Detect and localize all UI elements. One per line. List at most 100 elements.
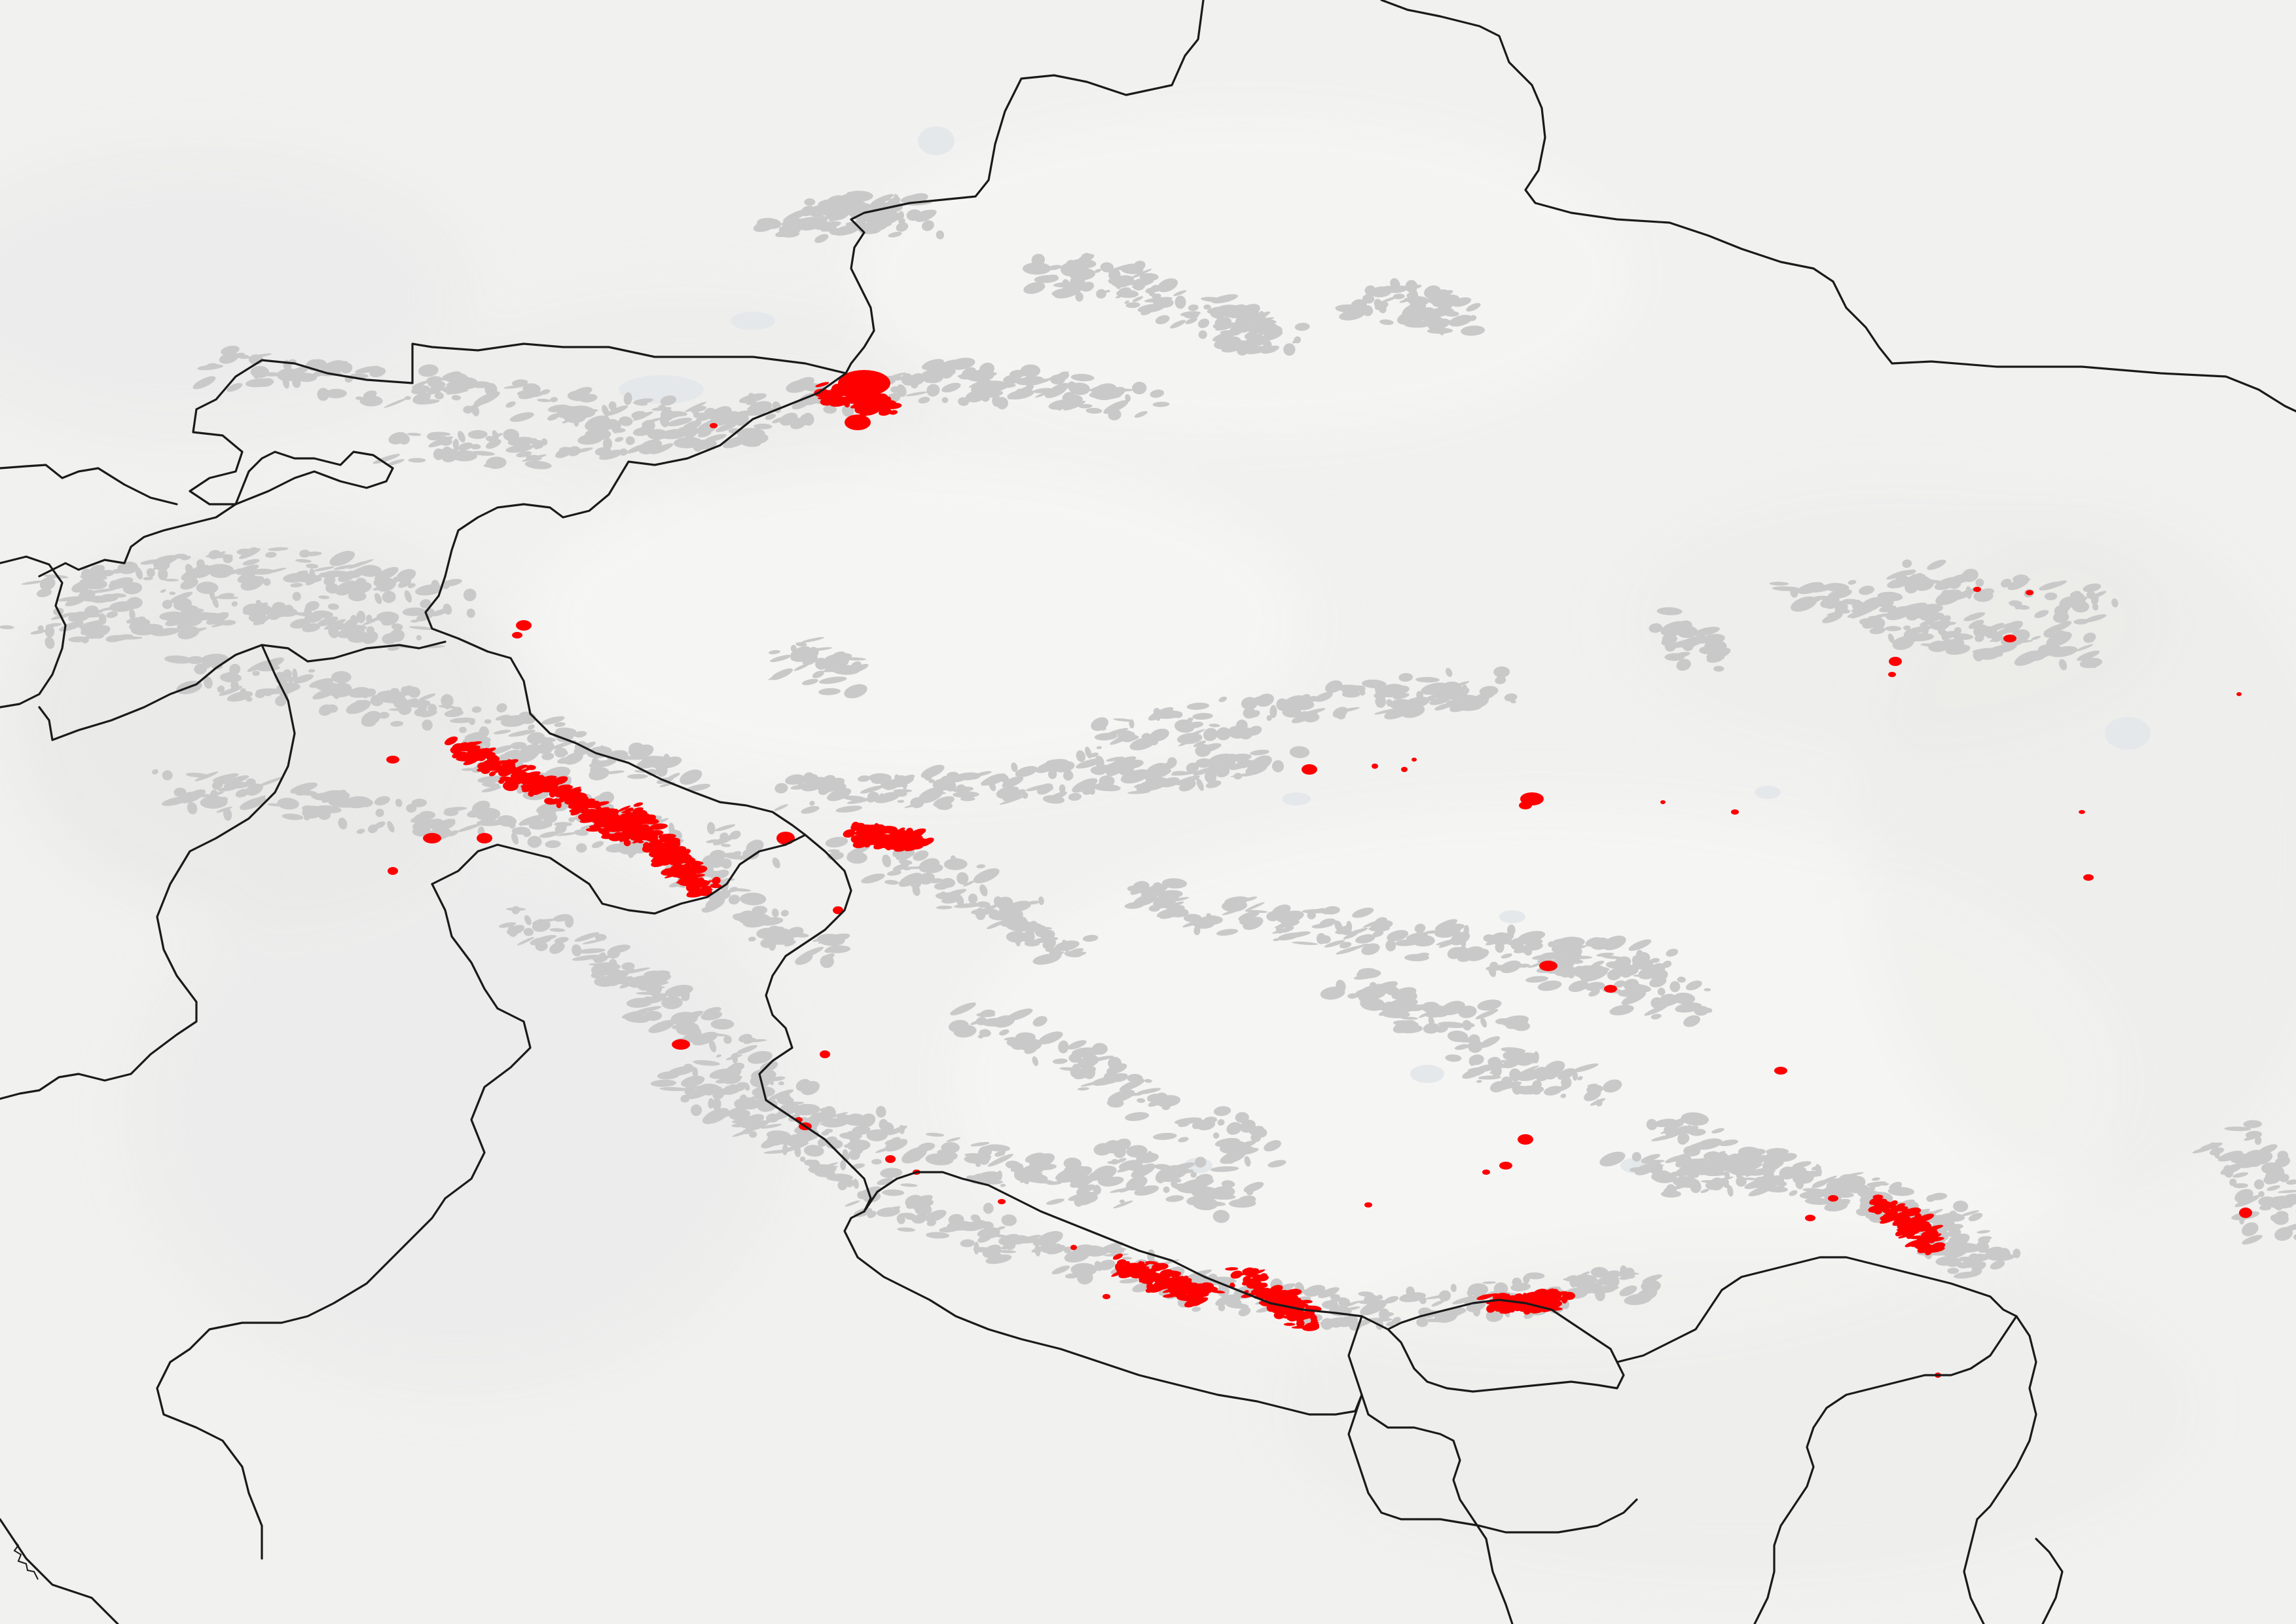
glacier-patch (686, 784, 711, 792)
glacier-patch (830, 224, 837, 227)
glacier-patch (1116, 276, 1129, 287)
glacier-patch (733, 412, 749, 426)
highlighted-glacier (503, 781, 519, 791)
highlighted-glacier (1412, 758, 1417, 762)
glacier-patch (84, 605, 99, 617)
glacier-patch (1417, 298, 1426, 310)
glacier-patch (304, 614, 323, 623)
glacier-patch (818, 1162, 839, 1170)
glacier-patch (685, 423, 696, 432)
highlighted-glacier (1774, 1067, 1787, 1075)
glacier-patch (632, 427, 652, 436)
glacier-patch (1152, 401, 1170, 407)
glacier-patch (496, 752, 513, 762)
glacier-patch (354, 700, 366, 709)
glacier-patch (158, 568, 168, 581)
highlighted-glacier (1604, 985, 1617, 993)
glacier-patch (1045, 371, 1069, 381)
glacier-patch (373, 454, 401, 464)
glacier-patch (922, 359, 944, 371)
glacier-patch (470, 381, 492, 388)
glacier-patch (371, 712, 380, 718)
glacier-patch (1197, 318, 1210, 329)
highlighted-glacier (1539, 961, 1558, 971)
highlighted-glacier (1283, 1323, 1296, 1326)
glacier-patch (824, 946, 839, 953)
glacier-patch (490, 433, 503, 439)
glacier-patch (828, 215, 845, 222)
glacier-patch (409, 626, 435, 630)
glacier-patch (431, 608, 448, 617)
glacier-patch (877, 218, 884, 225)
glacier-patch (793, 377, 814, 390)
glacier-patch (1316, 932, 1326, 944)
glacier-patch (693, 1060, 720, 1066)
glacier-patch (479, 726, 490, 737)
glacier-patch (577, 948, 606, 954)
glacier-patch (704, 434, 727, 442)
glacier-patch (1449, 314, 1472, 327)
highlighted-glacier (1888, 672, 1896, 677)
glacier-patch (1047, 274, 1058, 279)
glacier-patch (821, 1130, 829, 1136)
glacier-patch (404, 590, 412, 603)
glacier-patch (221, 345, 240, 356)
glacier-patch (243, 606, 255, 615)
highlighted-glacier (477, 833, 492, 843)
glacier-patch (231, 601, 238, 607)
glacier-patch (395, 798, 403, 807)
glacier-patch (708, 1033, 729, 1037)
glacier-patch (483, 464, 497, 468)
glacier-patch (1362, 294, 1375, 304)
glacier-patch (302, 623, 321, 633)
glacier-patch (381, 615, 399, 626)
glacier-patch (169, 591, 176, 595)
highlighted-glacier (386, 756, 399, 764)
glacier-patch (213, 791, 224, 796)
glacier-patch (206, 564, 234, 576)
glacier-patch (450, 707, 462, 716)
lake (1499, 910, 1525, 923)
glacier-patch (613, 428, 626, 433)
glacier-patch (840, 1160, 847, 1171)
glacier-patch (661, 996, 683, 1010)
glacier-patch (402, 607, 426, 616)
glacier-patch (574, 829, 589, 836)
glacier-patch (71, 581, 91, 593)
glacier-patch (1022, 262, 1051, 275)
glacier-patch (1362, 305, 1374, 316)
glacier-patch (428, 703, 437, 714)
glacier-patch (1982, 1236, 1992, 1240)
glacier-patch (614, 437, 624, 442)
highlighted-glacier (2003, 635, 2016, 642)
glacier-patch (1411, 934, 1435, 947)
glacier-patch (229, 663, 241, 675)
glacier-patch (527, 724, 535, 730)
glacier-patch (1034, 927, 1053, 930)
glacier-patch (626, 997, 653, 1008)
glacier-patch (514, 748, 539, 764)
glacier-patch (362, 631, 378, 644)
glacier-patch (117, 561, 138, 574)
glacier-patch (1393, 293, 1405, 300)
glacier-patch (1075, 292, 1084, 302)
glacier-patch (673, 437, 702, 449)
glacier-patch (531, 742, 539, 750)
glacier-patch (627, 981, 652, 987)
glacier-patch (387, 459, 405, 466)
glacier-patch (871, 1158, 882, 1165)
glacier-patch (365, 614, 373, 623)
highlighted-glacier (672, 1039, 690, 1050)
glacier-patch (1085, 407, 1102, 414)
glacier-patch (295, 373, 317, 382)
glacier-patch (939, 365, 954, 379)
glacier-patch (397, 579, 412, 588)
highlighted-glacier (1364, 1202, 1372, 1208)
glacier-patch (411, 798, 427, 807)
glacier-patch (462, 767, 477, 771)
glacier-patch (870, 194, 894, 206)
glacier-patch (996, 1170, 1002, 1181)
highlighted-glacier (885, 1155, 896, 1163)
glacier-patch (45, 625, 55, 638)
glacier-patch (679, 769, 702, 785)
